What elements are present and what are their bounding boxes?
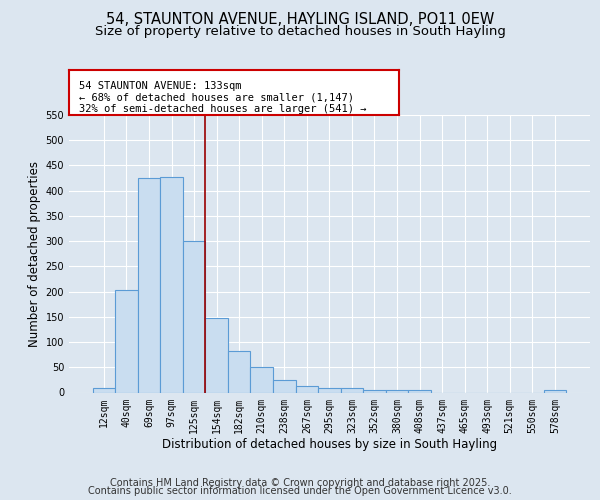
Bar: [228, 351, 250, 393]
Bar: [386, 390, 409, 392]
Bar: [250, 368, 273, 392]
Text: Contains public sector information licensed under the Open Government Licence v3: Contains public sector information licen…: [88, 486, 512, 496]
Bar: [341, 388, 363, 392]
Bar: [92, 388, 115, 392]
Bar: [160, 176, 183, 392]
Text: 54, STAUNTON AVENUE, HAYLING ISLAND, PO11 0EW: 54, STAUNTON AVENUE, HAYLING ISLAND, PO1…: [106, 12, 494, 28]
Text: Contains HM Land Registry data © Crown copyright and database right 2025.: Contains HM Land Registry data © Crown c…: [110, 478, 490, 488]
Bar: [363, 390, 386, 392]
Bar: [183, 240, 205, 392]
Bar: [273, 380, 296, 392]
Text: 54 STAUNTON AVENUE: 133sqm
← 68% of detached houses are smaller (1,147)
32% of s: 54 STAUNTON AVENUE: 133sqm ← 68% of deta…: [79, 81, 367, 114]
Bar: [544, 390, 566, 392]
Text: Size of property relative to detached houses in South Hayling: Size of property relative to detached ho…: [95, 25, 505, 38]
Bar: [115, 290, 138, 392]
X-axis label: Distribution of detached houses by size in South Hayling: Distribution of detached houses by size …: [162, 438, 497, 451]
Bar: [138, 178, 160, 392]
Bar: [318, 388, 341, 392]
Bar: [205, 318, 228, 392]
Y-axis label: Number of detached properties: Number of detached properties: [28, 161, 41, 347]
Bar: [296, 386, 318, 392]
Bar: [409, 390, 431, 392]
